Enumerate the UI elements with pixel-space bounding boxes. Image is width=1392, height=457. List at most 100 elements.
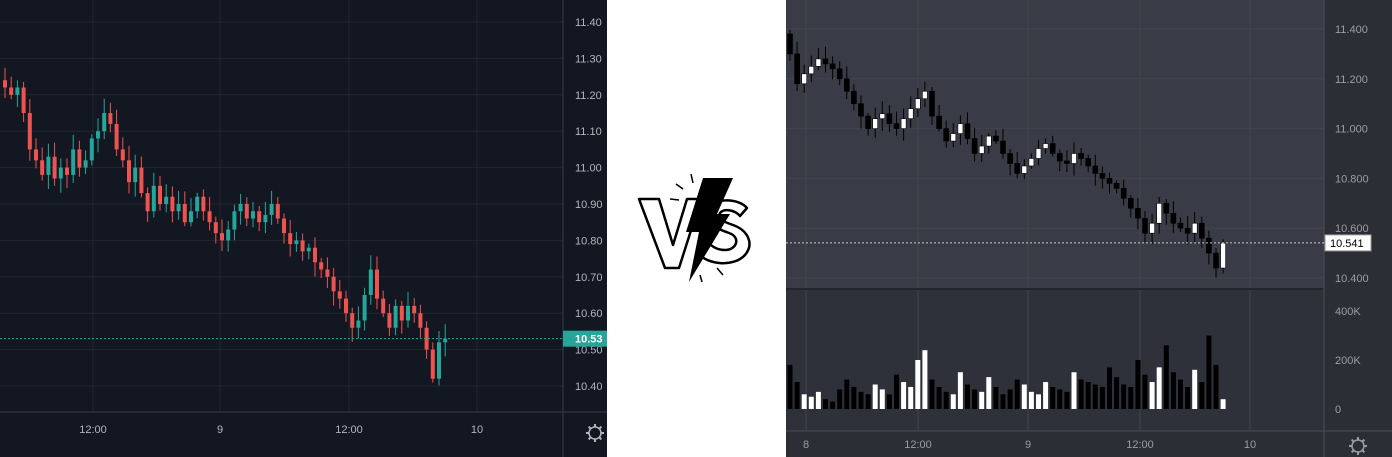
left-candlestick-chart[interactable]: 11.40 11.30 11.20 11.10 11.00 10.90 10.80 10.70… bbox=[0, 0, 607, 457]
right-candle bbox=[978, 134, 985, 162]
right-volume-bar bbox=[794, 382, 800, 409]
right-volume-bar bbox=[1149, 382, 1155, 409]
right-x-tick-label: 12:00 bbox=[904, 439, 932, 451]
right-volume-bar bbox=[950, 394, 956, 409]
left-candle bbox=[319, 257, 324, 279]
left-candle-body bbox=[89, 138, 94, 161]
right-candle bbox=[1135, 198, 1141, 230]
right-candle-body bbox=[1177, 222, 1184, 229]
left-candle bbox=[15, 80, 20, 107]
right-candle bbox=[1113, 180, 1120, 194]
right-candle-body bbox=[822, 58, 829, 65]
left-candle-body bbox=[257, 211, 262, 223]
right-candle bbox=[950, 122, 957, 148]
left-candle bbox=[3, 67, 7, 98]
right-volume-bar bbox=[943, 391, 949, 409]
left-y-tick-label: 10.40 bbox=[575, 381, 603, 393]
right-volume-bar bbox=[1135, 360, 1141, 409]
gear-ring bbox=[588, 426, 602, 440]
right-candlestick-chart[interactable]: 11.400 11.200 11.000 10.800 10.600 10.400 400K… bbox=[786, 0, 1392, 457]
left-candle bbox=[251, 201, 255, 228]
right-candle bbox=[943, 120, 949, 148]
right-candle-body bbox=[986, 135, 992, 147]
right-volume-bar bbox=[1064, 391, 1070, 409]
right-candle-body bbox=[794, 53, 800, 85]
left-candle-body bbox=[226, 229, 231, 241]
right-candle bbox=[964, 112, 971, 145]
left-candle bbox=[139, 156, 144, 198]
right-candle-body bbox=[1170, 212, 1177, 224]
right-candle bbox=[907, 96, 914, 128]
left-candle-body bbox=[65, 167, 69, 175]
left-candle bbox=[201, 189, 206, 221]
right-candle bbox=[843, 66, 850, 100]
left-candle bbox=[399, 300, 404, 334]
right-candle-body bbox=[1213, 252, 1219, 269]
right-volume-bar bbox=[1092, 384, 1098, 409]
left-candle bbox=[120, 137, 125, 168]
left-grid bbox=[0, 0, 563, 412]
right-volume-bar bbox=[830, 401, 836, 409]
right-volume-bar bbox=[851, 386, 857, 409]
left-candle bbox=[83, 150, 88, 175]
left-candle-body bbox=[399, 305, 404, 321]
left-candle bbox=[257, 205, 262, 232]
left-candle-body bbox=[424, 327, 429, 350]
left-candle bbox=[58, 158, 63, 193]
right-volume-bar bbox=[965, 384, 970, 409]
right-candle bbox=[1028, 153, 1035, 169]
right-candle-body bbox=[957, 123, 964, 134]
right-candle-body bbox=[1184, 227, 1191, 234]
left-chart-panel[interactable]: 11.40 11.30 11.20 11.10 11.00 10.90 10.80 10.70… bbox=[0, 0, 607, 457]
right-candle bbox=[1213, 248, 1219, 278]
right-candle-body bbox=[1106, 178, 1113, 184]
vs-graphic: VS bbox=[637, 173, 751, 283]
right-volume-bar bbox=[979, 391, 985, 409]
right-y-tick-label: 11.200 bbox=[1335, 74, 1368, 86]
right-candle bbox=[915, 87, 921, 117]
left-candle bbox=[424, 321, 429, 359]
right-candle bbox=[815, 47, 822, 71]
right-candle bbox=[900, 108, 907, 141]
left-candle bbox=[443, 324, 448, 357]
left-candle-body bbox=[251, 211, 255, 219]
right-candle bbox=[1000, 128, 1006, 159]
right-volume-bar bbox=[957, 372, 963, 409]
right-candle bbox=[1142, 210, 1148, 242]
right-candle-body bbox=[836, 68, 843, 80]
right-candle-body bbox=[929, 90, 935, 117]
right-volume-bar bbox=[1213, 364, 1219, 409]
right-candle-body bbox=[1191, 222, 1198, 234]
right-candle-body bbox=[843, 78, 850, 92]
right-settings-gear-icon[interactable] bbox=[1349, 437, 1367, 455]
left-candle-body bbox=[120, 149, 125, 161]
left-candle bbox=[164, 184, 169, 213]
left-candle-body bbox=[306, 247, 311, 252]
right-candle-body bbox=[915, 98, 921, 109]
right-candle-body bbox=[1142, 217, 1148, 234]
right-volume-bar bbox=[1028, 391, 1034, 409]
right-chart-panel[interactable]: 11.400 11.200 11.000 10.800 10.600 10.400 400K… bbox=[786, 0, 1392, 457]
right-volume-bar bbox=[879, 389, 885, 409]
right-candle-body bbox=[1021, 165, 1028, 174]
right-candle-body bbox=[1000, 140, 1006, 154]
left-candle bbox=[145, 187, 150, 222]
left-candle bbox=[331, 267, 336, 306]
right-volume-tick-label: 0 bbox=[1335, 404, 1341, 416]
left-settings-gear-icon[interactable] bbox=[586, 424, 604, 442]
right-candle bbox=[836, 61, 843, 86]
right-candle-body bbox=[815, 58, 822, 67]
left-candle bbox=[27, 99, 32, 161]
left-candle bbox=[437, 330, 441, 386]
left-candle bbox=[232, 204, 237, 241]
left-y-tick-label: 10.70 bbox=[575, 272, 603, 284]
right-volume-bar bbox=[1043, 382, 1049, 409]
right-volume-bar bbox=[865, 394, 871, 409]
left-x-tick-label: 12:00 bbox=[79, 424, 107, 436]
right-candle-body bbox=[950, 133, 957, 142]
right-candle bbox=[801, 64, 807, 93]
right-candle-body bbox=[1163, 203, 1170, 214]
right-x-tick-label: 12:00 bbox=[1126, 439, 1154, 451]
left-candle-body bbox=[288, 233, 293, 245]
right-volume-bar bbox=[894, 374, 899, 409]
